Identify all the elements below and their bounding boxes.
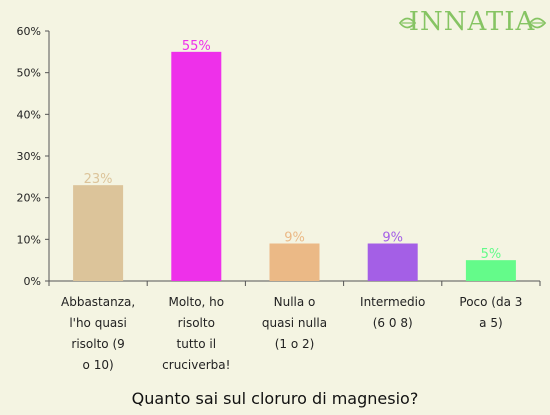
bar — [73, 185, 124, 281]
category-label: Abbastanza, l'ho quasi risolto (9 o 10) — [61, 295, 135, 372]
y-tick-label: 50% — [17, 67, 41, 80]
brand-name: INNATIA — [409, 7, 536, 37]
bar — [465, 260, 516, 281]
axes: 0% 10% 20% 30% 40% 50% 60% — [17, 25, 541, 288]
y-tick-label: 10% — [17, 233, 41, 246]
data-label: 9% — [284, 231, 305, 246]
bar — [171, 51, 222, 282]
innatia-logo: INNATIA — [398, 7, 547, 37]
category-label: Molto, ho risolto tutto il cruciverba! — [162, 295, 230, 372]
category-label: Intermedio (6 0 8) — [360, 295, 425, 330]
data-label: 23% — [84, 172, 113, 187]
data-label: 9% — [382, 231, 403, 246]
data-labels: 23% 55% 9% 9% 5% — [84, 39, 502, 262]
y-tick-label: 30% — [17, 150, 41, 163]
y-tick-label: 20% — [17, 192, 41, 205]
data-label: 55% — [182, 39, 211, 54]
y-tick-label: 40% — [17, 108, 41, 121]
leaf-left-icon — [398, 17, 417, 29]
y-tick-label: 0% — [24, 275, 41, 288]
bar — [269, 243, 320, 281]
category-labels: Abbastanza, l'ho quasi risolto (9 o 10) Molt… — [61, 295, 522, 372]
leaf-right-icon — [528, 17, 547, 29]
data-label: 5% — [481, 247, 502, 262]
bars — [73, 51, 516, 282]
bar — [367, 243, 418, 281]
category-label: Nulla o quasi nulla (1 o 2) — [262, 295, 327, 351]
y-tick-label: 60% — [17, 25, 41, 38]
chart-title: Quanto sai sul cloruro di magnesio? — [132, 389, 419, 408]
